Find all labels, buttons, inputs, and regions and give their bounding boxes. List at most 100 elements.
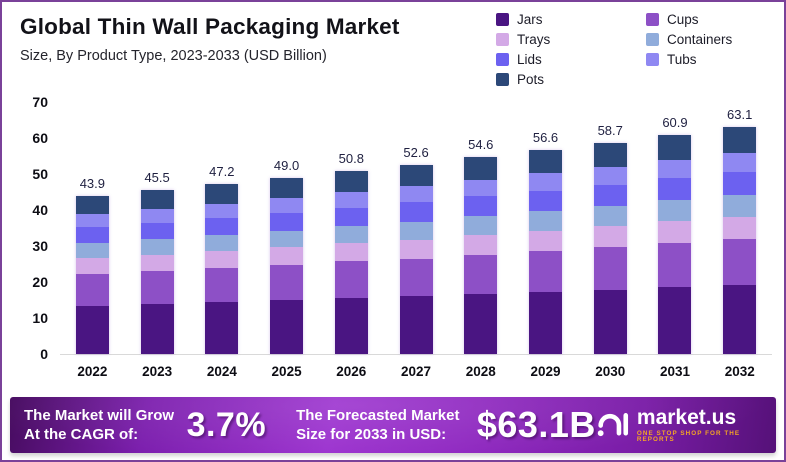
bar-segment-cups xyxy=(205,268,239,303)
bar-total-label: 49.0 xyxy=(273,157,300,173)
legend-label: Jars xyxy=(517,12,543,27)
bar-group-2026: 50.8 xyxy=(319,102,384,354)
bar-segment-tubs xyxy=(529,173,562,191)
y-axis-label: 70 xyxy=(32,94,48,110)
bar-segment-containers xyxy=(593,206,627,227)
bar-segment-trays xyxy=(658,221,692,244)
stacked-bar-chart: 0 10 20 30 40 50 60 70 43.9 45.5 47.2 49.0 50.8 52.6… xyxy=(18,94,772,379)
x-axis-label: 2024 xyxy=(206,364,237,379)
plot-area: 43.9 45.5 47.2 49.0 50.8 52.6 54.6 56.6 58.7 60.9… xyxy=(60,102,772,355)
bar-segment-pots xyxy=(205,184,239,204)
bar-segment-containers xyxy=(140,239,174,255)
legend-item-pots: Pots xyxy=(496,72,646,87)
x-axis-label: 2027 xyxy=(401,364,432,379)
bar-segment-trays xyxy=(270,247,304,266)
legend-item-trays: Trays xyxy=(496,32,646,47)
page-title: Global Thin Wall Packaging Market xyxy=(20,14,400,39)
bar-segment-jars xyxy=(593,289,627,354)
bar-segment-lids xyxy=(399,202,433,222)
bar-segment-tubs xyxy=(205,203,239,219)
legend-swatch-icon xyxy=(496,33,509,46)
bar-segment-containers xyxy=(529,211,562,231)
bar-total-label: 60.9 xyxy=(662,114,688,130)
bar-segment-tubs xyxy=(723,152,757,173)
x-axis-label: 2031 xyxy=(659,364,690,379)
bar-segment-lids xyxy=(140,222,174,240)
bar-segment-tubs xyxy=(270,197,304,213)
x-axis-label: 2029 xyxy=(530,364,561,379)
x-axis: 2022 2023 2024 2025 2026 2027 2028 2029 2030 2031… xyxy=(60,355,772,379)
bar-segment-containers xyxy=(464,216,498,235)
cagr-label-line1: The Market will Grow xyxy=(24,407,175,424)
bar-segment-jars xyxy=(75,305,109,354)
bar-total-label: 43.9 xyxy=(79,176,106,192)
bar-segment-containers xyxy=(205,235,239,252)
legend-swatch-icon xyxy=(496,53,509,66)
y-axis-label: 40 xyxy=(32,202,48,218)
y-axis-label: 60 xyxy=(32,130,48,146)
stacked-bar xyxy=(723,126,757,354)
y-axis-label: 20 xyxy=(32,274,48,290)
bar-segment-pots xyxy=(140,190,174,209)
bar-total-label: 63.1 xyxy=(727,106,753,122)
legend-swatch-icon xyxy=(496,73,509,86)
bar-segment-lids xyxy=(658,178,692,201)
x-axis-label: 2025 xyxy=(271,364,302,379)
brand-tagline: ONE STOP SHOP FOR THE REPORTS xyxy=(636,429,741,443)
stacked-bar xyxy=(658,134,692,354)
bar-segment-lids xyxy=(723,172,757,195)
legend-item-lids: Lids xyxy=(496,52,646,67)
bar-segment-tubs xyxy=(75,214,109,228)
bar-segment-lids xyxy=(205,218,239,236)
bar-segment-lids xyxy=(464,196,498,217)
x-axis-label: 2028 xyxy=(465,364,496,379)
x-axis-label: 2023 xyxy=(142,364,173,379)
y-axis: 0 10 20 30 40 50 60 70 xyxy=(18,94,60,362)
bar-group-2028: 54.6 xyxy=(448,102,513,354)
bar-segment-cups xyxy=(270,265,304,301)
bar-segment-pots xyxy=(593,142,627,167)
bar-segment-tubs xyxy=(140,208,174,223)
bar-segment-containers xyxy=(75,243,109,259)
bar-segment-cups xyxy=(399,258,433,297)
cagr-value: 3.7% xyxy=(186,405,267,444)
bar-group-2027: 52.6 xyxy=(384,102,449,354)
bar-group-2024: 47.2 xyxy=(189,102,254,354)
bar-segment-trays xyxy=(464,234,498,255)
bar-group-2022: 43.9 xyxy=(60,102,125,354)
bar-group-2029: 56.6 xyxy=(513,102,578,354)
x-axis-label: 2022 xyxy=(77,364,108,379)
bar-segment-pots xyxy=(75,196,109,215)
bar-segment-jars xyxy=(270,300,304,354)
market-us-logo-icon xyxy=(596,407,630,444)
bar-segment-pots xyxy=(399,164,433,187)
bar-group-2032: 63.1 xyxy=(707,102,772,354)
bar-segment-lids xyxy=(270,212,304,231)
bar-segment-containers xyxy=(334,225,368,244)
bar-total-label: 45.5 xyxy=(144,170,170,186)
legend-label: Cups xyxy=(667,12,699,27)
bar-segment-containers xyxy=(723,194,757,217)
x-axis-label: 2032 xyxy=(724,364,755,379)
stacked-bar xyxy=(334,171,368,354)
forecast-label-line2: Size for 2033 in USD: xyxy=(296,426,447,443)
bar-total-label: 52.6 xyxy=(403,144,429,160)
page-subtitle: Size, By Product Type, 2023-2033 (USD Bi… xyxy=(20,48,327,64)
bar-segment-jars xyxy=(464,293,498,354)
bar-segment-pots xyxy=(270,177,304,198)
legend-label: Containers xyxy=(667,32,733,47)
bar-segment-jars xyxy=(399,296,433,354)
forecast-label-line1: The Forecasted Market xyxy=(296,407,460,424)
legend-label: Lids xyxy=(517,52,542,67)
bar-segment-cups xyxy=(593,247,627,290)
stacked-bar xyxy=(205,184,239,354)
legend-swatch-icon xyxy=(646,13,659,26)
bar-segment-jars xyxy=(658,287,692,354)
stacked-bar xyxy=(270,177,304,354)
bar-segment-cups xyxy=(529,251,562,292)
bar-segment-trays xyxy=(205,251,239,269)
bar-total-label: 56.6 xyxy=(532,130,559,146)
bar-total-label: 47.2 xyxy=(209,164,235,180)
forecast-label: The Forecasted Market Size for 2033 in U… xyxy=(296,406,467,444)
bar-segment-cups xyxy=(464,254,498,294)
